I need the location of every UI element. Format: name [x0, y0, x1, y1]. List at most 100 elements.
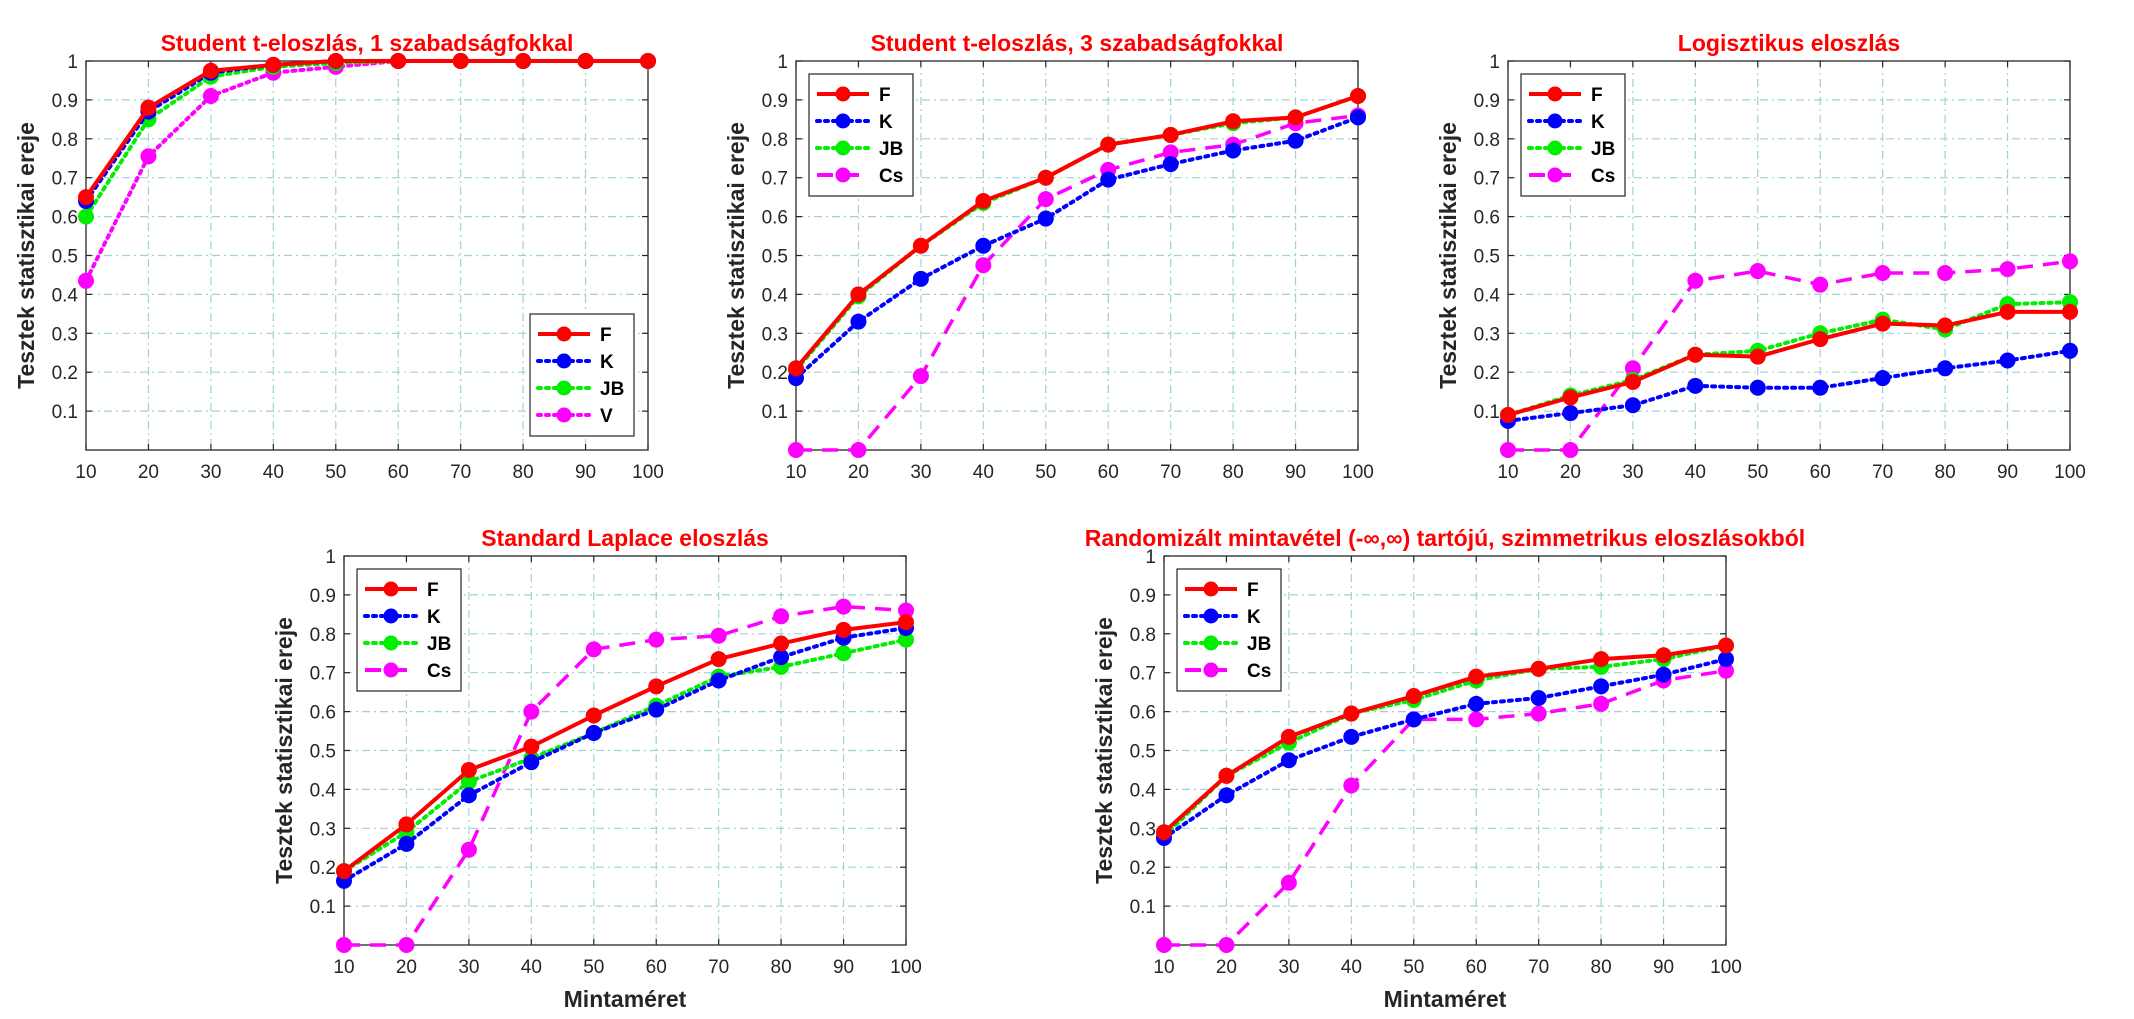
series-group [1500, 253, 2078, 458]
y-tick-label: 0.3 [1474, 324, 1500, 345]
y-tick-label: 0.9 [310, 586, 336, 607]
y-tick-label: 0.1 [310, 897, 336, 918]
data-point-K [1624, 397, 1641, 414]
data-point-F [1937, 317, 1954, 334]
data-point-Cs [1812, 276, 1829, 293]
data-point-Cs [788, 442, 804, 458]
data-point-F [78, 189, 94, 206]
data-point-F [1500, 406, 1516, 423]
data-point-F [1687, 346, 1704, 363]
y-tick-label: 0.6 [310, 703, 336, 724]
legend-marker-Cs [383, 662, 399, 678]
data-point-F [1405, 688, 1422, 705]
y-tick-label: 0.1 [762, 402, 788, 423]
data-point-Cs [1999, 261, 2016, 278]
y-tick-label: 0.4 [1474, 285, 1501, 306]
data-point-F [1812, 331, 1829, 348]
y-tick-label: 1 [67, 52, 78, 73]
data-point-K [460, 787, 477, 804]
x-tick-label: 40 [1685, 462, 1706, 483]
data-point-K [1225, 142, 1242, 159]
data-point-K [1999, 352, 2016, 369]
y-tick-label: 0.3 [52, 324, 78, 345]
legend-marker-K [556, 353, 572, 369]
x-tick-label: 70 [708, 957, 729, 978]
legend-label: JB [427, 634, 451, 655]
series-line-JB [342, 637, 908, 874]
y-tick-label: 0.4 [52, 285, 79, 306]
y-tick-label: 0.6 [1474, 208, 1500, 229]
chart-title: Student t-eloszlás, 1 szabadságfokkal [161, 30, 574, 56]
data-point-F [1655, 647, 1672, 664]
x-tick-label: 30 [458, 957, 479, 978]
legend-marker-K [383, 608, 399, 624]
series-line-Cs [1164, 669, 1727, 947]
data-point-Cs [912, 368, 929, 385]
x-tick-label: 60 [1810, 462, 1831, 483]
x-tick-label: 30 [910, 462, 931, 483]
data-point-K [1530, 689, 1547, 706]
data-point-F [1593, 651, 1610, 668]
x-tick-label: 80 [1935, 462, 1956, 483]
y-tick-label: 0.1 [1474, 402, 1500, 423]
x-tick-label: 70 [1872, 462, 1893, 483]
legend: FK JB V [529, 313, 635, 437]
series-group [788, 88, 1366, 458]
y-tick-label: 0.5 [52, 247, 78, 268]
y-tick-label: 0.5 [762, 247, 788, 268]
y-tick-label: 0.9 [762, 91, 788, 112]
y-axis-label: Tesztek statisztikai ereje [723, 122, 749, 389]
data-point-K [912, 270, 929, 287]
data-point-F [1343, 705, 1360, 722]
series-group [336, 598, 914, 953]
data-point-F [336, 863, 352, 880]
data-point-F [1100, 136, 1117, 153]
chart-panel-1: 10 20 30 40 50 60 70 80 90 100 0.1 0.2 0.3 0.4 0.5 0.6 0… [13, 30, 664, 483]
data-point-K [1874, 370, 1891, 387]
data-point-F [1218, 767, 1235, 784]
x-tick-label: 60 [388, 462, 409, 483]
legend-label: K [427, 607, 441, 628]
legend-marker-JB [383, 635, 399, 651]
x-tick-label: 10 [333, 957, 354, 978]
legend-marker-JB [835, 140, 851, 156]
legend-marker-F [556, 326, 572, 342]
data-point-K [1593, 678, 1610, 695]
legend-marker-V [556, 407, 572, 423]
chart-panel-3: 10 20 30 40 50 60 70 80 90 100 0.1 0.2 0.3 0.4 0.5 0.6 0… [1435, 30, 2086, 483]
x-tick-label: 50 [583, 957, 604, 978]
data-point-V [140, 148, 157, 165]
chart-panel-4: 10 20 30 40 50 60 70 80 90 100 0.1 0.2 0.3 0.4 0.5 0.6 0… [271, 525, 922, 1012]
x-tick-label: 10 [1153, 957, 1174, 978]
legend-marker-Cs [1547, 167, 1563, 183]
legend-marker-F [835, 86, 851, 102]
x-tick-label: 20 [848, 462, 869, 483]
y-axis-label: Tesztek statisztikai ereje [271, 617, 297, 884]
x-tick-label: 90 [575, 462, 596, 483]
x-tick-label: 100 [1342, 462, 1374, 483]
legend-label: JB [879, 139, 903, 160]
x-tick-label: 70 [1528, 957, 1549, 978]
data-point-F [265, 56, 282, 73]
data-point-K [1100, 171, 1117, 188]
data-point-F [1280, 728, 1297, 745]
y-tick-label: 0.7 [1130, 664, 1156, 685]
data-point-Cs [1593, 695, 1610, 712]
y-tick-label: 1 [325, 547, 336, 568]
series-line-F [794, 94, 1359, 370]
x-tick-label: 100 [1710, 957, 1742, 978]
x-tick-label: 60 [1098, 462, 1119, 483]
x-tick-label: 40 [521, 957, 542, 978]
legend-label: V [600, 406, 613, 427]
data-point-F [202, 62, 219, 79]
data-point-K [648, 701, 665, 718]
data-point-F [1749, 348, 1766, 365]
data-point-Cs [2062, 253, 2078, 270]
data-point-F [1037, 169, 1054, 186]
legend-label: F [427, 580, 439, 601]
data-point-K [1655, 666, 1672, 683]
chart-panel-5: 10 20 30 40 50 60 70 80 90 100 0.1 0.2 0.3 0.4 0.5 0.6 0… [1085, 525, 1805, 1012]
series-line-K [1162, 657, 1728, 841]
x-tick-label: 20 [396, 957, 417, 978]
legend-marker-K [1547, 113, 1563, 129]
